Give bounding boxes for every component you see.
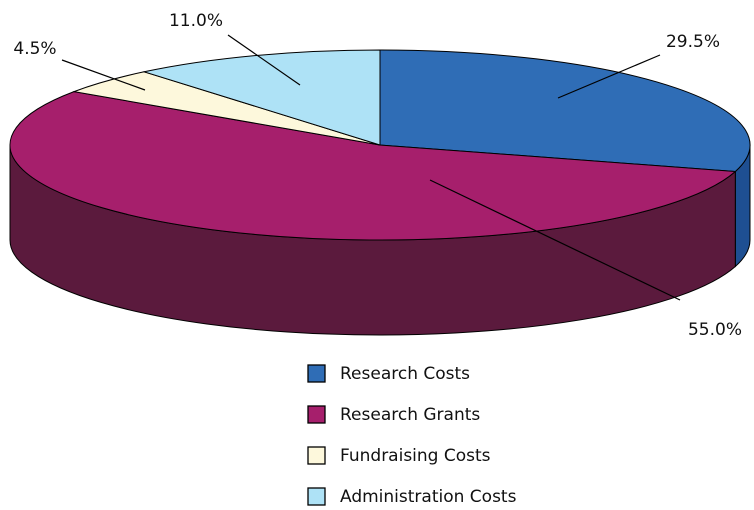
pie-slice — [142, 49, 381, 146]
leader-line — [557, 54, 661, 99]
data-label: 29.5% — [666, 32, 720, 52]
data-label: 55.0% — [688, 320, 742, 340]
legend-label: Fundraising Costs — [340, 446, 491, 466]
pie-slice — [379, 49, 751, 173]
legend-label: Research Grants — [340, 405, 480, 425]
leader-line — [227, 34, 301, 86]
legend-swatch — [307, 364, 326, 383]
legend-swatch — [307, 487, 326, 506]
leader-line — [429, 179, 681, 301]
legend-label: Administration Costs — [340, 487, 517, 507]
legend-label: Research Costs — [340, 364, 470, 384]
data-label: 4.5% — [13, 39, 56, 59]
data-label: 11.0% — [169, 11, 223, 31]
legend-swatch — [307, 446, 326, 465]
leader-line — [61, 59, 146, 91]
pie-slice — [9, 91, 737, 241]
legend-swatch — [307, 405, 326, 424]
